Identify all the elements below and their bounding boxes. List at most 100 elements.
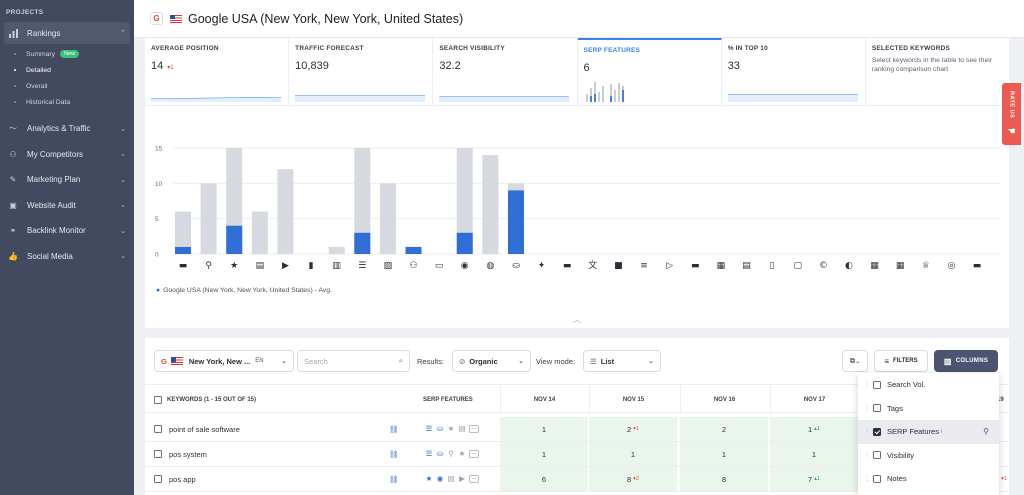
sidebar-sub-summary[interactable]: Summary New [0, 46, 134, 62]
sidebar-sub-historical[interactable]: Historical Data [0, 94, 134, 110]
column-checkbox[interactable] [873, 380, 881, 389]
more-icon[interactable]: … [469, 450, 479, 458]
sidebar-sub-overall[interactable]: Overall [0, 78, 134, 94]
jobs-icon: ■ [614, 261, 623, 271]
column-option-notes[interactable]: ⋮⋮ Notes [864, 474, 907, 484]
table-row[interactable]: point of sale software ⛓ ☰ ⛀ ★ ▤… 1 2 ▾1 2 1… [145, 417, 1009, 442]
metric-average-position[interactable]: AVERAGE POSITION 14 ▾1 [145, 38, 290, 105]
sidebar-item-analytics[interactable]: 〜 Analytics & Traffic ⌄ [9, 124, 126, 134]
location-select[interactable]: G New York, New ... EN ⌄ [154, 350, 294, 372]
metric-traffic-forecast[interactable]: TRAFFIC FORECAST 10,839 [289, 38, 434, 105]
recipes-icon: ▦ [717, 261, 726, 271]
row-checkbox[interactable] [154, 425, 162, 433]
keyword-text: pos system [169, 449, 207, 459]
chevron-down-icon: ⌄ [648, 358, 654, 365]
y-tick-label: 15 [155, 146, 163, 153]
carousel-icon: ▮ [309, 261, 314, 271]
metrics-bar: AVERAGE POSITION 14 ▾1 TRAFFIC FORECAST 1… [145, 38, 1009, 105]
sparkline [727, 94, 858, 102]
chevron-down-icon: ⌄ [120, 151, 126, 159]
rank-cell: 2 ▾1 [589, 417, 677, 441]
drag-handle-icon[interactable]: ⋮⋮ [864, 382, 876, 389]
drag-handle-icon[interactable]: ⋮⋮ [864, 429, 876, 436]
local-pack-icon: ⚲ [448, 449, 454, 458]
metric-serp-features[interactable]: SERP FEATURES 6 [577, 38, 722, 105]
info-icon: i [940, 428, 943, 435]
copy-button[interactable]: ⧉ ⌄ [842, 350, 868, 372]
link-icon[interactable]: ⛓ [389, 449, 399, 459]
keyword-text: pos app [169, 474, 196, 484]
table-header: KEYWORDS (1 - 15 OUT OF 15) SERP FEATURE… [145, 384, 1009, 414]
row-checkbox[interactable] [154, 475, 162, 483]
select-all-checkbox[interactable] [154, 395, 162, 404]
us-flag-icon [170, 14, 182, 23]
sidebar-item-competitors[interactable]: ⚇ My Competitors ⌄ [9, 149, 126, 159]
drag-handle-icon[interactable]: ⋮⋮ [864, 476, 876, 483]
more-icon[interactable]: … [469, 425, 479, 433]
view-mode-select[interactable]: ☰ List ⌄ [583, 350, 661, 372]
rank-cell: 1 [500, 417, 588, 441]
column-checkbox[interactable] [873, 404, 881, 413]
sidebar-sub-detailed[interactable]: Detailed [0, 62, 134, 78]
search-input[interactable]: Search ⌕ [297, 350, 410, 372]
sidebar-item-marketing-plan[interactable]: ✎ Marketing Plan ⌄ [9, 175, 126, 185]
sidebar-item-website-audit[interactable]: ▣ Website Audit ⌄ [9, 200, 126, 210]
delta-down: ▾1 [167, 65, 174, 71]
date-column-header[interactable]: NOV 16 [680, 385, 768, 414]
link-icon[interactable]: ⛓ [389, 474, 399, 484]
serp-features-cell: ☰ ⛀ ★ ▤… [425, 417, 479, 441]
sidebar-item-backlink-monitor[interactable]: ⚭ Backlink Monitor ⌄ [9, 226, 126, 236]
link-icon[interactable]: ⛓ [389, 424, 399, 434]
table-row[interactable]: pos system ⛓ ☰ ⛀ ⚲ ★… 1 1 1 1 [145, 442, 1009, 467]
news-icon: ◍ [486, 261, 494, 271]
page-header: G Google USA (New York, New York, United… [134, 0, 1024, 38]
sparkline [439, 96, 570, 102]
more-icon[interactable]: … [469, 475, 479, 483]
date-column-header[interactable]: 19 [997, 396, 1004, 403]
drag-handle-icon[interactable]: ⋮⋮ [864, 452, 876, 459]
collapse-chart-icon[interactable]: ︿ [573, 315, 581, 324]
table-row[interactable]: pos app ⛓ ★ ◉ ▤ ▶… 6 8 ▾2 8 7 ▴1 ▾1 [145, 467, 1009, 492]
sidebar: PROJECTS Rankings ⌃ Summary New Detailed … [0, 0, 134, 495]
column-checkbox[interactable] [873, 451, 881, 460]
books-icon: ▯ [770, 261, 775, 271]
filters-button[interactable]: ≡ FILTERS [874, 350, 928, 372]
y-tick-label: 10 [155, 181, 163, 188]
columns-button[interactable]: ▥ COLUMNS [934, 350, 998, 372]
rank-cell: 7 ▴1 [770, 467, 858, 491]
date-column-header[interactable]: NOV 14 [500, 385, 588, 414]
bar-total [328, 246, 345, 254]
column-option-serp-features[interactable]: ⋮⋮ SERP Features i ⚲ [858, 420, 999, 444]
row-checkbox[interactable] [154, 450, 162, 458]
sidebar-item-label: Rankings [27, 28, 61, 38]
sidebar-item-rankings[interactable]: Rankings ⌃ [4, 22, 130, 44]
column-checkbox[interactable] [873, 474, 881, 483]
column-option-search-vol[interactable]: ⋮⋮ Search Vol. [864, 380, 926, 390]
copyright-icon: © [819, 261, 828, 271]
column-option-tags[interactable]: ⋮⋮ Tags [864, 403, 903, 413]
column-checkbox[interactable] [873, 427, 881, 436]
chevron-down-icon: ⌄ [120, 253, 126, 261]
pin-icon[interactable]: ⚲ [983, 427, 989, 437]
sitelinks-icon: ▤ [458, 424, 466, 433]
keywords-column-header: KEYWORDS (1 - 15 OUT OF 15) [167, 396, 257, 403]
chart-legend: ● Google USA (New York, New York, United … [156, 287, 332, 294]
bar-total [354, 148, 371, 254]
chevron-down-icon: ⌄ [120, 227, 126, 235]
rate-us-tab[interactable]: RATE US ☚ [1002, 83, 1021, 145]
chevron-up-icon: ⌃ [120, 30, 126, 37]
rank-cell: 1 [589, 442, 677, 466]
sidebar-item-social-media[interactable]: 👍 Social Media ⌄ [8, 251, 126, 261]
shopping-ads-icon: ⛀ [512, 261, 520, 271]
bar-total [251, 211, 268, 254]
date-column-header[interactable]: NOV 17 [770, 385, 858, 414]
rankings-icon [8, 28, 18, 38]
date-column-header[interactable]: NOV 15 [589, 385, 677, 414]
results-select[interactable]: ⊘ Organic ⌄ [452, 350, 531, 372]
metric-search-visibility[interactable]: SEARCH VISIBILITY 32.2 [433, 38, 578, 105]
drag-handle-icon[interactable]: ⋮⋮ [864, 405, 876, 412]
metric-top-10[interactable]: % IN TOP 10 33 [722, 38, 866, 105]
bar-total [482, 155, 499, 254]
video-icon: ▶ [459, 474, 465, 483]
column-option-visibility[interactable]: ⋮⋮ Visibility [864, 450, 914, 460]
